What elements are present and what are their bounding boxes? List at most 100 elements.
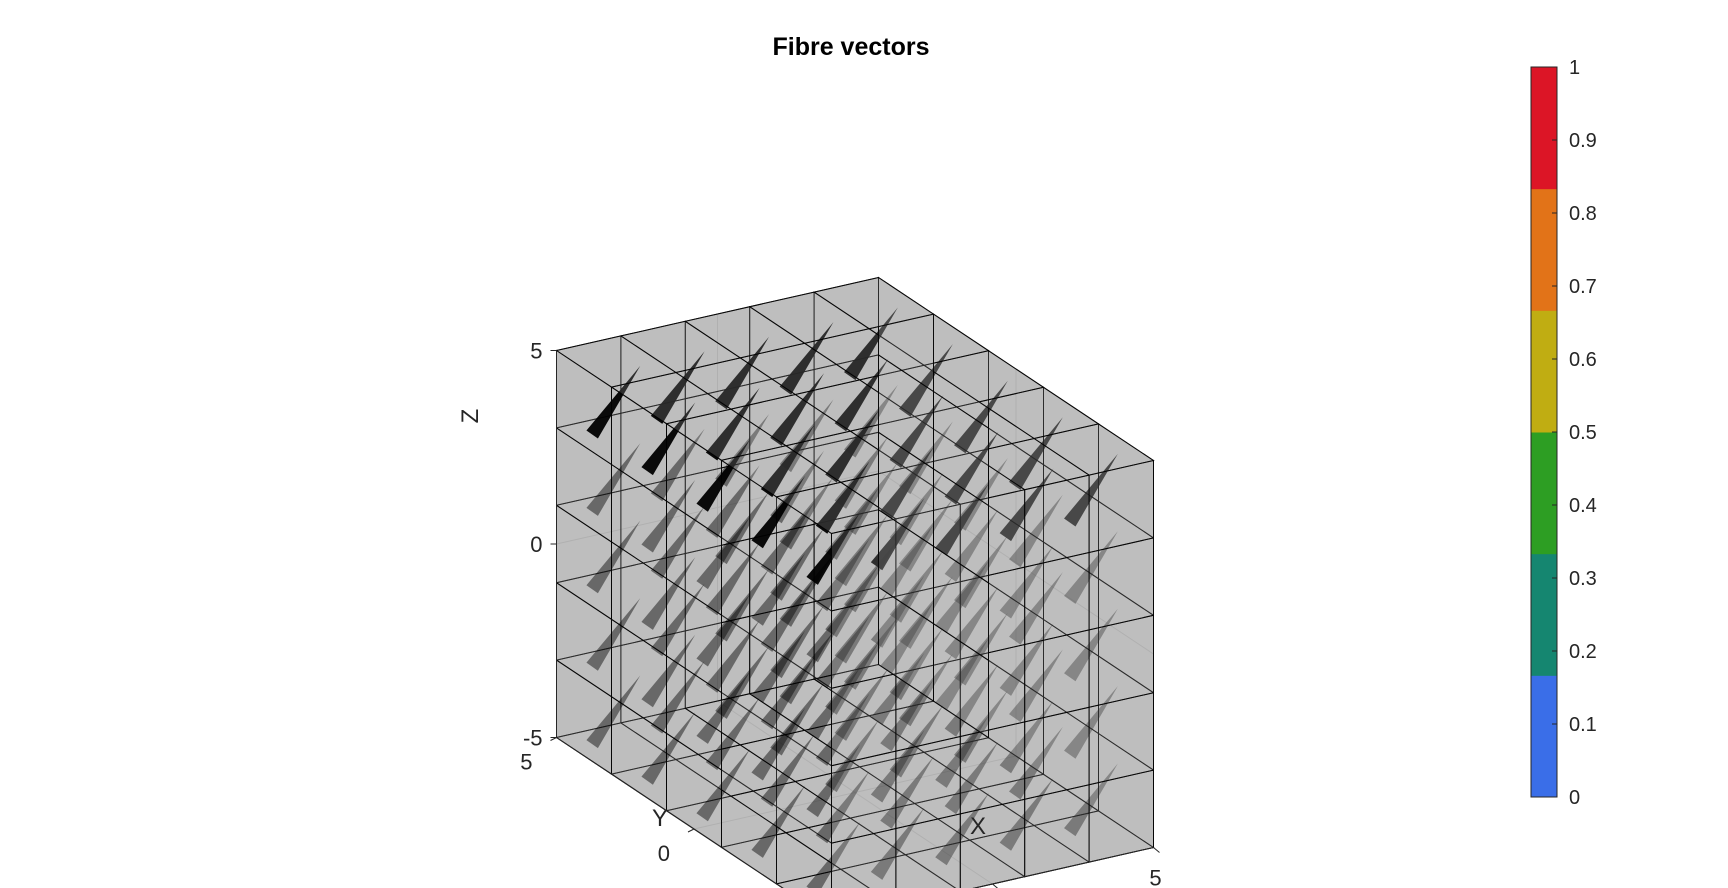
- fibre-vector-cone: [650, 583, 705, 657]
- fibre-vector-cone: [834, 513, 889, 587]
- fibre-vector-cone: [1009, 494, 1063, 568]
- fibre-vector-cone: [880, 678, 935, 752]
- fibre-vector-cone: [715, 646, 770, 719]
- fibre-vector-cone: [889, 704, 944, 778]
- fibre-vector-cone: [944, 509, 999, 582]
- mesh-face-front-y: [1024, 784, 1090, 878]
- fibre-vector-cone: [806, 821, 861, 888]
- fibre-vector-cone: [944, 741, 999, 815]
- fibre-vector-cone: [696, 593, 751, 667]
- z-axis-label: Z: [457, 409, 484, 424]
- fibre-vector-cone: [944, 664, 999, 737]
- fibre-vector-cone: [954, 690, 1008, 763]
- fibre-vector-cone: [751, 785, 806, 858]
- z-tick-label: -5: [523, 726, 543, 751]
- colorbar-tick-label: 0.2: [1569, 641, 1597, 663]
- mesh-face-front-y: [959, 721, 1026, 815]
- fibre-vector-cone: [1009, 649, 1063, 723]
- fibre-vector-cone: [954, 535, 1008, 609]
- mesh-face-front-y: [831, 673, 897, 767]
- fibre-vector-cone: [760, 501, 815, 575]
- fibre-vector-cone: [815, 693, 870, 766]
- fibre-vector-cone: [696, 671, 751, 744]
- fibre-vector-cone: [650, 428, 705, 502]
- mesh-face-front-y: [1088, 692, 1154, 786]
- fibre-vector-cone: [705, 542, 760, 616]
- fibre-vector-cone: [779, 476, 834, 550]
- colorbar-tick-label: 0.7: [1569, 276, 1597, 298]
- mesh-face-front-y: [1088, 614, 1154, 708]
- fibre-vector-cone: [586, 520, 641, 594]
- x-axis-label: X: [970, 813, 986, 840]
- fibre-vector-cone: [705, 697, 760, 771]
- fibre-vector-cone: [880, 523, 935, 597]
- colorbar-segment: [1531, 310, 1557, 433]
- fibre-vector-cone: [880, 756, 935, 829]
- colorbar: 0 0.1 0.2 0.3 0.4 0.5 0.6 0.7 0.8 0.9 1: [1530, 57, 1597, 809]
- fibre-vector-cone: [641, 712, 696, 785]
- mesh-back-faces: [555, 276, 1155, 888]
- colorbar-tick-label: 0.1: [1569, 714, 1597, 736]
- fibre-vector-cone: [815, 770, 870, 844]
- x-tick-mark: [992, 883, 999, 888]
- fibre-vector-cone: [899, 576, 953, 649]
- fibre-vector-cone: [715, 568, 770, 642]
- fibre-vector-cone: [641, 634, 696, 708]
- axis-ticks: -505-505-505: [520, 339, 1162, 888]
- y-tick-label: 5: [520, 750, 532, 775]
- fibre-vector-cone: [844, 617, 898, 690]
- fibre-vector-cone: [834, 590, 889, 664]
- fibre-vector-cone: [715, 491, 770, 565]
- fibre-vector-cone: [705, 465, 760, 538]
- colorbar-segment: [1531, 432, 1557, 555]
- y-tick-label: 0: [658, 841, 670, 866]
- fibre-vector-cone: [825, 564, 880, 638]
- fibre-vector-cone: [954, 612, 1008, 686]
- fibre-vector-cone: [1009, 726, 1063, 800]
- fibre-vector-cone: [770, 682, 825, 756]
- fibre-vector-cone: [899, 498, 953, 572]
- grid-line: [693, 755, 1017, 830]
- fibre-vector-cone: [1009, 572, 1063, 645]
- colorbar-tick-label: 0.4: [1569, 495, 1597, 517]
- fibre-vector-cone: [650, 660, 705, 734]
- fibre-vector-cone: [751, 707, 806, 781]
- fibre-vector-cone: [586, 675, 641, 749]
- fibre-vector-cone: [825, 719, 880, 793]
- fibre-vector-cone: [770, 528, 825, 601]
- mesh-face-front-y: [1088, 459, 1154, 554]
- mesh-face-front-y: [1088, 769, 1154, 863]
- z-tick-label: 0: [530, 532, 542, 557]
- colorbar-tick-label: 1: [1569, 57, 1580, 79]
- x-tick-mark: [1153, 847, 1160, 853]
- colorbar-tick-label: 0.8: [1569, 203, 1597, 225]
- mesh-front-faces: [555, 276, 1155, 888]
- colorbar-segment: [1531, 553, 1557, 676]
- fibre-vector-cone: [641, 557, 696, 630]
- colorbar-tick-label: 0.5: [1569, 422, 1597, 444]
- fibre-vector-cone: [880, 601, 935, 674]
- mesh-face-front-y: [1024, 629, 1090, 723]
- fibre-vector-cone: [889, 550, 944, 623]
- mesh-face-front-y: [1024, 474, 1090, 568]
- colorbar-tick-label: 0: [1569, 787, 1580, 809]
- fibre-vector-cone: [825, 642, 880, 715]
- fibre-vector-cone: [705, 620, 760, 693]
- fibre-vector-cone: [650, 506, 705, 579]
- colorbar-tick-label: 0.9: [1569, 130, 1597, 152]
- colorbar-segment: [1531, 675, 1557, 798]
- colorbar-tick-label: 0.3: [1569, 568, 1597, 590]
- mesh-face-front-y: [1024, 706, 1090, 800]
- fibre-vector-cone: [779, 631, 834, 705]
- mesh-face-front-y: [895, 735, 961, 830]
- fibre-vector-cone: [586, 443, 641, 516]
- fibre-vector-cone: [760, 579, 815, 652]
- y-axis-label: Y: [652, 805, 668, 832]
- fibre-vector-cone: [696, 748, 751, 822]
- fibre-vector-cone: [586, 598, 641, 671]
- fibre-vector-cone: [815, 615, 870, 689]
- mesh-face-front-y: [831, 750, 897, 844]
- fibre-vector-cone: [751, 630, 806, 704]
- colorbar-tick-label: 0.6: [1569, 349, 1597, 371]
